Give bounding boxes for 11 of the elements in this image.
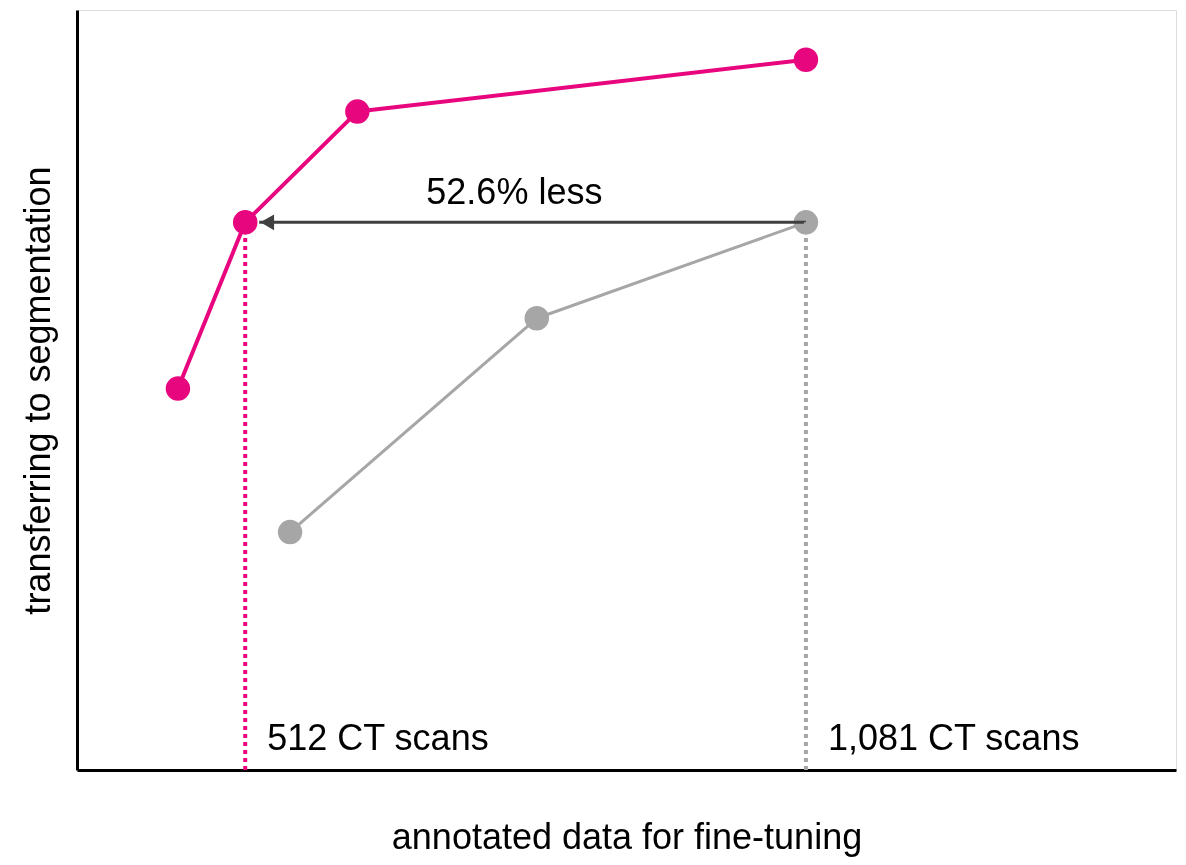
x-axis-title: annotated data for fine-tuning bbox=[391, 815, 863, 857]
annotation: 512 CT scans bbox=[267, 717, 489, 758]
annotation: 1,081 CT scans bbox=[827, 717, 1080, 758]
point bbox=[524, 306, 550, 331]
point bbox=[345, 99, 370, 124]
annotation: 52.6% less bbox=[426, 171, 603, 213]
point bbox=[232, 210, 258, 235]
point bbox=[793, 47, 819, 72]
point bbox=[277, 519, 303, 545]
point bbox=[165, 376, 191, 401]
y-axis-title: transferring to segmentation bbox=[16, 166, 58, 615]
